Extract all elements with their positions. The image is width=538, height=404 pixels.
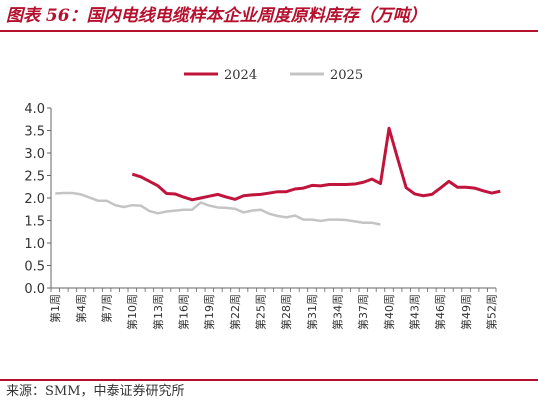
y-tick-label: 1.5 bbox=[24, 215, 45, 230]
x-tick-label: 第31周 bbox=[305, 294, 319, 330]
x-tick-label: 第40周 bbox=[382, 294, 396, 330]
y-tick-label: 0.0 bbox=[24, 282, 45, 297]
x-tick-label: 第28周 bbox=[279, 294, 293, 330]
x-tick-label: 第22周 bbox=[228, 294, 242, 330]
y-tick-label: 3.0 bbox=[24, 147, 45, 162]
x-axis: 第1周 第4周 第7周 第10周 第13周 第16周 第19周 第22周 第25周 第28周 第31… bbox=[48, 287, 499, 330]
y-tick-label: 3.5 bbox=[24, 125, 45, 140]
legend-item-2024: 2024 bbox=[184, 68, 257, 83]
title-rule bbox=[0, 30, 538, 32]
y-tick-label: 2.0 bbox=[24, 192, 45, 207]
x-tick-label: 第19周 bbox=[202, 294, 216, 330]
x-tick-label: 第10周 bbox=[125, 294, 139, 330]
legend-item-2025: 2025 bbox=[290, 68, 363, 83]
source-rule bbox=[0, 379, 538, 381]
x-tick-label: 第4周 bbox=[74, 294, 88, 323]
x-tick-label: 第43周 bbox=[408, 294, 422, 330]
x-tick-label: 第49周 bbox=[459, 294, 473, 330]
x-tick-label: 第37周 bbox=[356, 294, 370, 330]
x-tick-label: 第46周 bbox=[433, 294, 447, 330]
x-tick-label: 第13周 bbox=[151, 294, 165, 330]
x-tick-label: 第16周 bbox=[176, 294, 190, 330]
source-note: 来源：SMM，中泰证券研究所 bbox=[6, 384, 185, 399]
legend-label-2024: 2024 bbox=[224, 68, 257, 83]
y-tick-label: 2.5 bbox=[24, 170, 45, 185]
y-axis: 0.0 0.5 1.0 1.5 2.0 2.5 3.0 3.5 4.0 bbox=[24, 102, 52, 297]
figure-title: 图表 56：国内电线电缆样本企业周度原料库存（万吨） bbox=[6, 6, 427, 26]
x-tick-label: 第34周 bbox=[331, 294, 345, 330]
y-tick-label: 4.0 bbox=[24, 102, 45, 117]
x-tick-label: 第1周 bbox=[48, 294, 62, 323]
x-tick-label: 第7周 bbox=[99, 294, 113, 323]
legend-label-2025: 2025 bbox=[330, 68, 363, 83]
series-line-2025 bbox=[55, 191, 381, 226]
x-tick-label: 第25周 bbox=[254, 294, 268, 330]
x-tick-label: 第52周 bbox=[485, 294, 499, 330]
line-chart: 2024 2025 0.0 0.5 1.0 1.5 2.0 2.5 3.0 3.5 4.0 第1周… bbox=[24, 68, 501, 330]
y-tick-label: 0.5 bbox=[24, 260, 45, 275]
y-tick-label: 1.0 bbox=[24, 237, 45, 252]
series-line-2024 bbox=[131, 126, 501, 202]
series-lines bbox=[55, 126, 501, 226]
chart-legend: 2024 2025 bbox=[184, 68, 363, 83]
